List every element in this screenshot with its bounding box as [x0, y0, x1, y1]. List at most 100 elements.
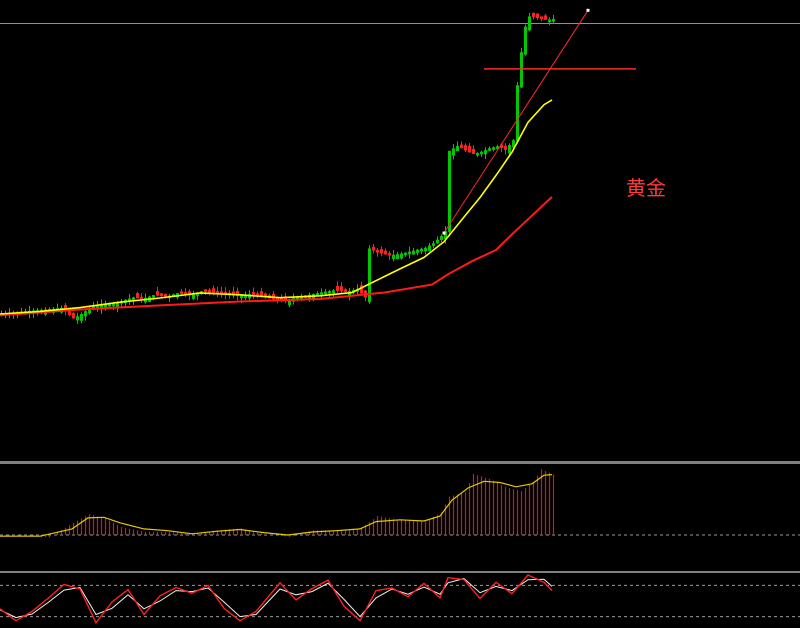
- candle-body: [264, 293, 267, 298]
- candle-body: [436, 239, 439, 244]
- candle-body: [404, 252, 407, 256]
- candle-body: [336, 286, 339, 291]
- stochastic-main-line: [0, 574, 553, 625]
- candle-body: [112, 303, 115, 307]
- price-candle: [376, 247, 379, 257]
- price-candle: [456, 141, 459, 152]
- candle-body: [160, 293, 163, 297]
- candle-body: [552, 18, 555, 22]
- candle-body: [440, 235, 443, 241]
- candle-body: [232, 291, 235, 296]
- panel-divider-2: [0, 571, 800, 573]
- price-candle: [88, 306, 91, 315]
- price-candle: [548, 17, 551, 26]
- trendline-handle-start: [442, 231, 446, 235]
- candle-body: [484, 150, 487, 155]
- price-candle: [316, 291, 319, 296]
- candle-body: [532, 12, 535, 18]
- price-candle: [396, 251, 399, 260]
- candle-body: [152, 295, 155, 298]
- candle-body: [240, 295, 243, 299]
- price-candle: [96, 300, 99, 312]
- candle-body: [192, 294, 195, 299]
- candle-body: [424, 247, 427, 252]
- price-candle: [496, 144, 499, 150]
- candle-body: [432, 243, 435, 246]
- price-candle: [156, 286, 159, 297]
- price-candle: [136, 291, 139, 299]
- candle-body: [520, 52, 523, 88]
- price-candle: [440, 234, 443, 243]
- candle-body: [204, 289, 207, 292]
- candle-body: [260, 291, 263, 297]
- candle-body: [180, 291, 183, 294]
- candle-body: [536, 13, 539, 18]
- ma-short-line: [0, 99, 553, 315]
- candle-body: [376, 249, 379, 253]
- price-candle: [372, 243, 375, 254]
- candle-body: [372, 246, 375, 251]
- candle-body: [420, 248, 423, 252]
- candle-body: [468, 145, 471, 153]
- candle-body: [132, 297, 135, 301]
- candle-body: [496, 146, 499, 149]
- candle-body: [428, 245, 431, 251]
- candle-body: [332, 290, 335, 294]
- candle-body: [504, 145, 507, 150]
- price-candle: [476, 152, 479, 158]
- candle-body: [388, 252, 391, 256]
- candle-body: [284, 296, 287, 302]
- candle-body: [108, 303, 111, 307]
- candle-body: [296, 296, 299, 299]
- price-candle: [460, 141, 463, 149]
- candle-body: [384, 250, 387, 255]
- panel-divider-1: [0, 461, 800, 464]
- price-candle: [140, 293, 143, 303]
- price-candle: [544, 13, 547, 21]
- price-candle: [368, 245, 371, 305]
- price-candle: [408, 246, 411, 259]
- candle-body: [164, 293, 167, 297]
- price-candle: [252, 287, 255, 299]
- price-candle: [336, 281, 339, 293]
- price-candle: [204, 289, 207, 295]
- price-candle: [232, 286, 235, 299]
- price-candle: [472, 145, 475, 155]
- candle-body: [276, 297, 279, 300]
- candle-body: [344, 289, 347, 292]
- price-candle: [480, 150, 483, 157]
- trendline-handle-end: [586, 8, 590, 12]
- candle-body: [476, 152, 479, 156]
- price-candle: [76, 312, 79, 324]
- price-candle: [504, 143, 507, 155]
- price-candle: [468, 142, 471, 153]
- candle-body: [412, 250, 415, 255]
- candle-body: [396, 254, 399, 259]
- candle-body: [456, 146, 459, 152]
- candle-body: [236, 290, 239, 297]
- candle-body: [88, 308, 91, 314]
- candle-body: [488, 148, 491, 151]
- price-candle: [128, 294, 131, 305]
- candle-body: [472, 148, 475, 154]
- price-candle: [384, 248, 387, 255]
- candle-body: [528, 16, 531, 31]
- price-candle: [520, 47, 523, 88]
- candle-body: [416, 249, 419, 253]
- candle-body: [220, 291, 223, 295]
- price-candle: [528, 12, 531, 32]
- candle-body: [140, 296, 143, 300]
- trendline: [443, 10, 589, 234]
- candle-body: [196, 292, 199, 296]
- candle-body: [540, 16, 543, 19]
- price-candle: [416, 248, 419, 256]
- oscillator-signal-line: [0, 474, 553, 537]
- candle-body: [380, 248, 383, 254]
- candle-body: [516, 85, 519, 142]
- candle-body: [548, 19, 551, 23]
- candle-body: [444, 231, 447, 240]
- price-candle: [432, 240, 435, 249]
- candle-body: [400, 253, 403, 259]
- price-candle: [492, 146, 495, 152]
